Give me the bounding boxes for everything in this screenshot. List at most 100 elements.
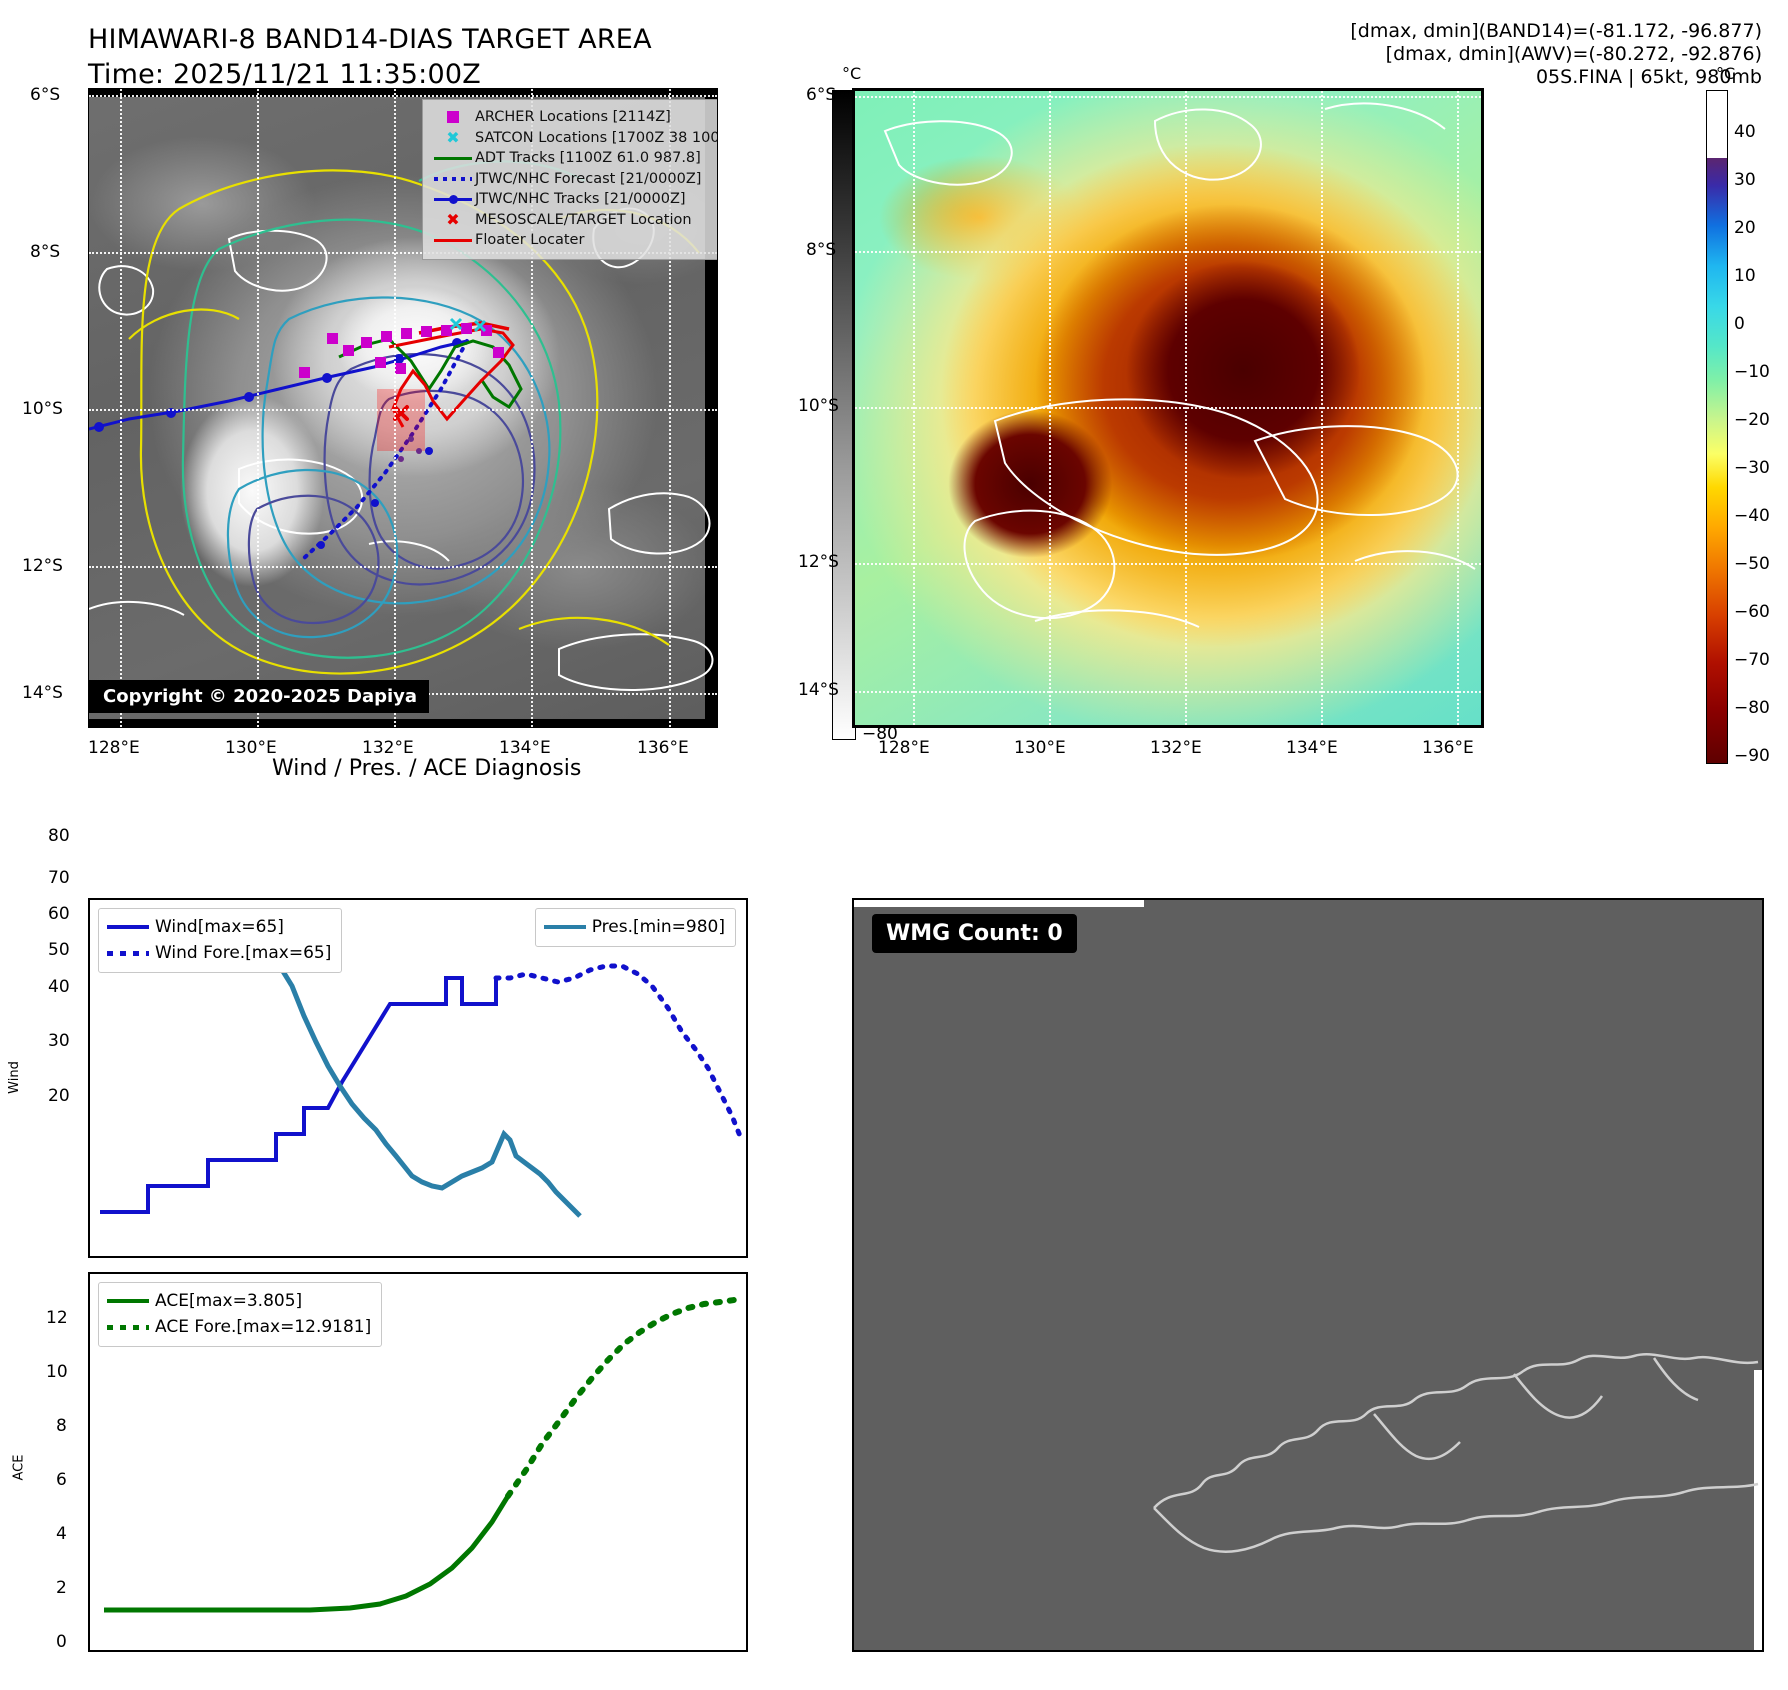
archer-marker-icon xyxy=(431,111,475,124)
wmg-coastline-overlay xyxy=(1153,1353,1759,1553)
ace-observed-line xyxy=(104,1494,511,1613)
longitude-gridline xyxy=(1185,91,1187,725)
cbar-tick: −60 xyxy=(1734,602,1770,622)
image-letterbox-top xyxy=(89,89,717,97)
adt-line-icon xyxy=(431,156,475,160)
top-left-title-block: HIMAWARI-8 BAND14-DIAS TARGET AREA Time:… xyxy=(88,22,652,92)
wmg-right-strip xyxy=(1754,1370,1762,1650)
legend-item-pressure: Pres.[min=980] xyxy=(543,914,725,940)
tr-lon-tick: 128°E xyxy=(878,738,930,758)
ace-legend: ACE[max=3.805] ACE Fore.[max=12.9181] xyxy=(98,1282,383,1347)
latitude-gridline xyxy=(855,407,1481,409)
wmg-panel[interactable]: WMG Count: 0 xyxy=(852,898,1764,1652)
ace-ytick: 12 xyxy=(46,1308,68,1328)
tr-lat-tick: 12°S xyxy=(798,552,839,572)
satcon-marker-icon: ✖ xyxy=(446,127,460,147)
cbar-tick: −50 xyxy=(1734,554,1770,574)
legend-item-adt-tracks: ADT Tracks [1100Z 61.0 987.8] xyxy=(431,148,709,169)
cbar-tick: −10 xyxy=(1734,362,1770,382)
legend-item-mesoscale-target: ✖ MESOSCALE/TARGET Location xyxy=(431,210,709,231)
copyright-notice: Copyright © 2020-2025 Dapiya xyxy=(89,680,430,713)
cbar-tick: −20 xyxy=(1734,410,1770,430)
wmg-count-badge: WMG Count: 0 xyxy=(872,914,1077,953)
legend-item-jtwc-forecast: JTWC/NHC Forecast [21/0000Z] xyxy=(431,169,709,190)
dmax-dmin-awv: [dmax, dmin](AWV)=(-80.272, -92.876) xyxy=(1385,43,1762,65)
pressure-line-icon xyxy=(543,925,592,929)
wind-ytick: 20 xyxy=(48,1086,70,1106)
wind-ytick: 40 xyxy=(48,977,70,997)
wind-pressure-chart[interactable]: Wind[max=65] Wind Fore.[max=65] Pres.[mi… xyxy=(88,898,748,1258)
cbar-tick: 0 xyxy=(1734,314,1745,334)
tl-lat-tick: 6°S xyxy=(30,85,61,105)
ace-chart[interactable]: ACE[max=3.805] ACE Fore.[max=12.9181] xyxy=(88,1272,748,1652)
longitude-gridline xyxy=(531,89,533,727)
legend-item-wind-forecast: Wind Fore.[max=65] xyxy=(107,940,331,966)
wind-observed-line xyxy=(100,976,498,1214)
wind-axis-label: Wind xyxy=(6,1061,22,1094)
wind-line-icon xyxy=(107,925,155,929)
wind-forecast-line xyxy=(493,963,743,1139)
ace-line-icon xyxy=(107,1299,155,1303)
ace-ytick: 6 xyxy=(56,1470,67,1490)
cbar-tick: −80 xyxy=(862,724,898,744)
tr-lon-tick: 130°E xyxy=(1014,738,1066,758)
storm-id-intensity: 05S.FINA | 65kt, 980mb xyxy=(1535,66,1762,88)
diagnosis-title: Wind / Pres. / ACE Diagnosis xyxy=(272,756,582,781)
cbar-tick: −70 xyxy=(1734,650,1770,670)
colorbar-gradient xyxy=(1706,90,1728,764)
wind-ytick: 70 xyxy=(48,868,70,888)
pressure-line xyxy=(100,935,582,1218)
longitude-gridline xyxy=(913,91,915,725)
tl-lat-tick: 8°S xyxy=(30,242,61,262)
dmax-dmin-band14: [dmax, dmin](BAND14)=(-81.172, -96.877) xyxy=(1350,20,1762,42)
forecast-dotted-line-icon xyxy=(431,176,475,181)
ace-ytick: 0 xyxy=(56,1632,67,1652)
tl-lon-tick: 132°E xyxy=(362,738,414,758)
colorbar-unit-label: °C xyxy=(842,64,862,83)
cbar-tick: 30 xyxy=(1734,170,1756,190)
longitude-gridline xyxy=(669,89,671,727)
tr-lon-tick: 134°E xyxy=(1286,738,1338,758)
tr-lon-tick: 136°E xyxy=(1422,738,1474,758)
legend-item-floater-locater: Floater Locater xyxy=(431,230,709,251)
latitude-gridline xyxy=(855,251,1481,253)
legend-item-jtwc-tracks: JTWC/NHC Tracks [21/0000Z] xyxy=(431,189,709,210)
cbar-tick: 10 xyxy=(1734,266,1756,286)
tr-lat-tick: 10°S xyxy=(798,396,839,416)
coastline-overlay-right xyxy=(883,102,1476,628)
cbar-tick: −90 xyxy=(1734,746,1770,766)
latitude-gridline xyxy=(89,409,717,411)
cbar-tick: 40 xyxy=(1734,122,1756,142)
longitude-gridline xyxy=(1321,91,1323,725)
page-title: HIMAWARI-8 BAND14-DIAS TARGET AREA xyxy=(88,24,652,55)
cbar-tick: −40 xyxy=(1734,506,1770,526)
wind-ytick: 60 xyxy=(48,904,70,924)
himawari-band14-image-panel[interactable]: ARCHER Locations [2114Z] ✖ SATCON Locati… xyxy=(88,88,718,728)
legend-item-wind: Wind[max=65] xyxy=(107,914,331,940)
latitude-gridline xyxy=(89,252,717,254)
latitude-gridline xyxy=(89,95,717,97)
tl-lon-tick: 128°E xyxy=(88,738,140,758)
tr-lat-tick: 14°S xyxy=(798,680,839,700)
latitude-gridline xyxy=(855,96,1481,98)
colorbar-tick-labels: 40 30 20 10 0 −10 −20 −30 −40 −50 −60 −7… xyxy=(1734,90,1788,766)
legend-item-archer: ARCHER Locations [2114Z] xyxy=(431,107,709,128)
ace-axis-label: ACE xyxy=(11,1454,27,1481)
legend-item-ace-forecast: ACE Fore.[max=12.9181] xyxy=(107,1314,371,1340)
enhanced-ir-image-panel[interactable] xyxy=(852,88,1484,728)
tl-lon-tick: 130°E xyxy=(225,738,277,758)
longitude-gridline xyxy=(120,89,122,727)
wind-ytick: 30 xyxy=(48,1031,70,1051)
wind-ytick: 50 xyxy=(48,940,70,960)
tr-lat-tick: 8°S xyxy=(806,240,837,260)
latitude-gridline xyxy=(855,691,1481,693)
wind-pressure-plot-svg xyxy=(100,935,743,1218)
wmg-top-strip xyxy=(854,900,1144,907)
map-legend: ARCHER Locations [2114Z] ✖ SATCON Locati… xyxy=(422,99,717,260)
ace-forecast-line xyxy=(505,1297,737,1499)
ace-ytick: 2 xyxy=(56,1578,67,1598)
floater-line-icon xyxy=(431,238,475,242)
wind-ytick: 80 xyxy=(48,826,70,846)
pressure-legend: Pres.[min=980] xyxy=(534,908,736,947)
tr-lat-tick: 6°S xyxy=(806,85,837,105)
